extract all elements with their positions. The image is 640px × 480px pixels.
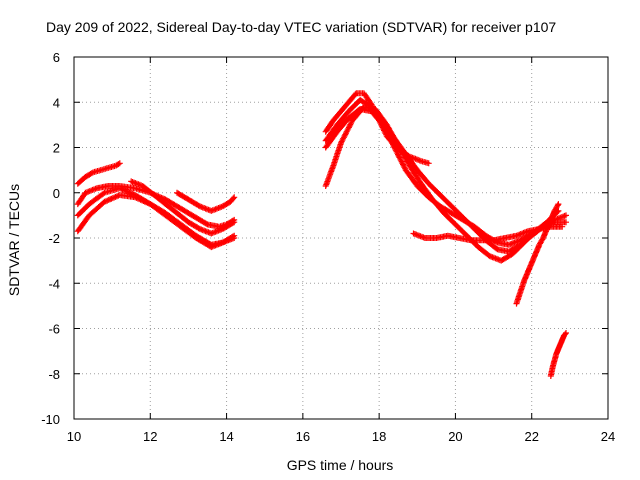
y-tick-label: 4 [53, 95, 60, 110]
x-axis-label: GPS time / hours [286, 457, 394, 473]
series-markers [547, 330, 569, 379]
series-track-10 [322, 106, 569, 248]
series-track-13 [547, 330, 569, 379]
y-tick-label: -6 [48, 322, 60, 337]
x-tick-label: 24 [601, 429, 615, 444]
series-markers [513, 201, 562, 307]
x-tick-label: 12 [143, 429, 157, 444]
series-markers [322, 106, 569, 248]
x-tick-label: 20 [448, 429, 462, 444]
y-tick-label: -2 [48, 231, 60, 246]
x-tick-label: 14 [219, 429, 233, 444]
series-track-3 [74, 192, 238, 248]
data-points [74, 90, 569, 379]
series-track-6 [174, 189, 238, 214]
series-markers [74, 192, 238, 248]
series-track-5 [128, 178, 238, 237]
y-tick-label: 0 [53, 186, 60, 201]
series-markers [128, 178, 238, 237]
y-axis-label: SDTVAR / TECUs [6, 183, 22, 297]
y-tick-label: -8 [48, 367, 60, 382]
series-markers [74, 160, 123, 187]
y-tick-label: -4 [48, 276, 60, 291]
series-markers [174, 189, 238, 214]
series-track-1 [74, 160, 123, 187]
y-tick-label: 2 [53, 141, 60, 156]
series-track-12 [513, 201, 562, 307]
chart-title: Day 209 of 2022, Sidereal Day-to-day VTE… [46, 19, 557, 35]
y-tick-label: -10 [41, 412, 60, 427]
y-tick-label: 6 [53, 50, 60, 65]
x-tick-label: 22 [524, 429, 538, 444]
x-tick-label: 18 [372, 429, 386, 444]
series-markers [74, 185, 238, 251]
series-track-4 [74, 185, 238, 251]
x-tick-label: 10 [67, 429, 81, 444]
x-tick-label: 16 [296, 429, 310, 444]
